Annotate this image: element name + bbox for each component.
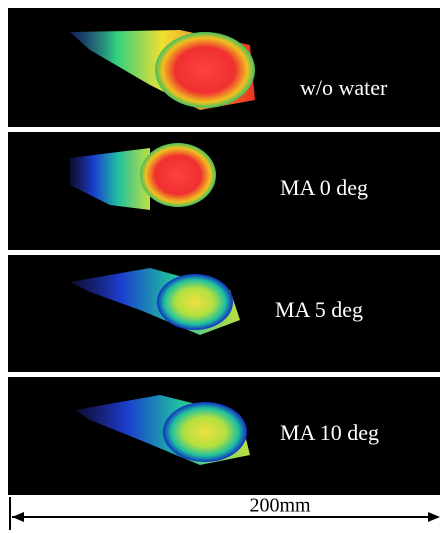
flame-head (155, 32, 255, 108)
flame-head (157, 274, 233, 330)
panel-label: MA 0 deg (280, 175, 368, 200)
panel-label: MA 10 deg (280, 420, 379, 445)
scale-label: 200mm (249, 495, 311, 517)
arrow-head (12, 512, 24, 522)
flame-head (163, 402, 247, 462)
panel-label: MA 5 deg (275, 297, 363, 322)
panel-label: w/o water (300, 75, 388, 100)
flame-head (140, 143, 216, 207)
panel (8, 132, 440, 250)
arrow-head (428, 512, 440, 522)
figure: w/o water MA 0 deg MA 5 deg MA 10 deg 20… (0, 0, 444, 533)
